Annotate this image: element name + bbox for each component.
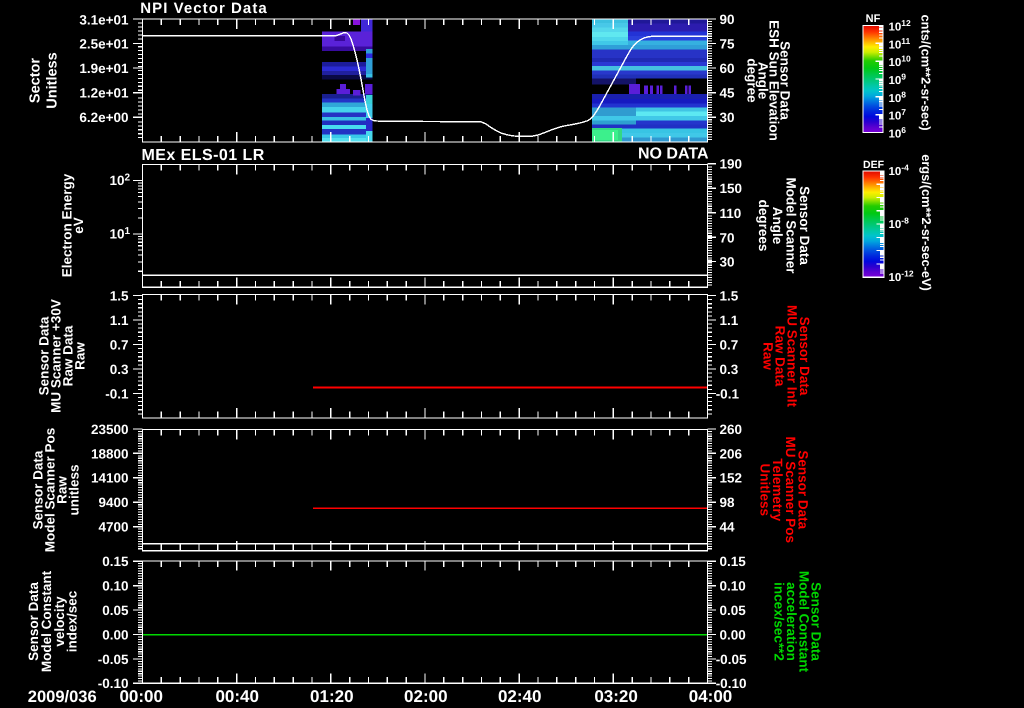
svg-text:Sensor Data: Sensor Data (778, 41, 793, 120)
svg-text:0.7: 0.7 (720, 337, 739, 352)
svg-text:3.1e+01: 3.1e+01 (79, 12, 129, 27)
svg-text:1.1: 1.1 (110, 313, 129, 328)
svg-text:18800: 18800 (91, 446, 129, 461)
svg-text:Unitless: Unitless (45, 52, 61, 108)
svg-text:1.5: 1.5 (110, 289, 129, 304)
svg-text:152: 152 (720, 471, 743, 486)
svg-text:0.10: 0.10 (102, 579, 128, 594)
svg-text:Sensor Data: Sensor Data (36, 316, 51, 395)
svg-text:2.5e+01: 2.5e+01 (79, 37, 129, 52)
svg-text:cnts/(cm**2-sr-sec): cnts/(cm**2-sr-sec) (918, 15, 933, 131)
svg-text:14100: 14100 (91, 471, 129, 486)
svg-text:01:20: 01:20 (310, 687, 353, 706)
svg-text:-0.10: -0.10 (98, 676, 129, 691)
svg-text:eV: eV (71, 217, 86, 234)
svg-text:MEx ELS-01 LR: MEx ELS-01 LR (142, 147, 265, 164)
svg-text:index/sec: index/sec (65, 590, 80, 652)
svg-text:Raw: Raw (72, 342, 87, 370)
svg-text:ESH Sun Elevation: ESH Sun Elevation (767, 20, 782, 141)
svg-text:Raw: Raw (54, 476, 69, 504)
svg-text:260: 260 (720, 422, 743, 437)
svg-text:98: 98 (720, 495, 736, 510)
svg-text:Sensor Data: Sensor Data (796, 450, 811, 529)
svg-text:75: 75 (720, 37, 736, 52)
svg-text:206: 206 (720, 446, 743, 461)
svg-text:Angle: Angle (756, 62, 771, 100)
svg-text:Model Scanner Pos: Model Scanner Pos (42, 428, 57, 553)
svg-text:1.2e+01: 1.2e+01 (79, 86, 129, 101)
svg-text:degree: degree (745, 58, 760, 103)
svg-text:23500: 23500 (91, 422, 129, 437)
svg-text:incex/sec**2: incex/sec**2 (772, 582, 787, 661)
svg-text:2009/036: 2009/036 (28, 688, 97, 706)
svg-text:4700: 4700 (98, 520, 128, 535)
svg-text:0.15: 0.15 (720, 554, 747, 569)
svg-text:0.15: 0.15 (102, 554, 129, 569)
svg-text:Telemetry: Telemetry (770, 458, 785, 521)
svg-text:190: 190 (720, 157, 743, 172)
svg-text:unitless: unitless (66, 464, 81, 515)
svg-text:Model Constant: Model Constant (39, 570, 54, 672)
svg-text:Angle: Angle (770, 207, 785, 245)
svg-text:MU Scanner InIt: MU Scanner InIt (785, 305, 800, 408)
svg-text:1.9e+01: 1.9e+01 (79, 61, 129, 76)
svg-text:Sensor Data: Sensor Data (30, 450, 45, 529)
svg-text:00:40: 00:40 (215, 687, 258, 706)
svg-text:ergs/(cm**2-sr-sec-eV): ergs/(cm**2-sr-sec-eV) (919, 154, 934, 291)
svg-text:0.05: 0.05 (102, 603, 129, 618)
svg-text:NO DATA: NO DATA (638, 146, 709, 163)
svg-text:Model Scanner: Model Scanner (784, 177, 799, 274)
svg-text:44: 44 (720, 520, 736, 535)
svg-text:-0.1: -0.1 (716, 386, 740, 401)
svg-text:0.00: 0.00 (102, 628, 128, 643)
svg-text:NF: NF (866, 13, 881, 25)
svg-text:90: 90 (720, 12, 735, 27)
svg-text:MU Scanner Pos: MU Scanner Pos (783, 437, 798, 544)
svg-text:acceleration: acceleration (784, 582, 799, 661)
svg-text:0.05: 0.05 (720, 603, 747, 618)
svg-text:1.5: 1.5 (720, 289, 739, 304)
svg-text:60: 60 (720, 61, 735, 76)
svg-text:9400: 9400 (98, 495, 128, 510)
svg-text:velocity: velocity (52, 596, 67, 647)
svg-text:degrees: degrees (756, 200, 771, 252)
svg-text:-0.05: -0.05 (98, 652, 129, 667)
svg-text:0.7: 0.7 (110, 337, 129, 352)
svg-text:Model Constant: Model Constant (796, 571, 811, 673)
svg-text:MU Scanner +30V: MU Scanner +30V (48, 299, 63, 413)
svg-text:DEF: DEF (863, 159, 885, 171)
svg-text:1.1: 1.1 (720, 313, 739, 328)
svg-text:02:00: 02:00 (404, 687, 447, 706)
svg-text:45: 45 (720, 86, 736, 101)
svg-text:Sensor Data: Sensor Data (797, 186, 812, 265)
svg-text:0.10: 0.10 (720, 579, 746, 594)
svg-text:30: 30 (720, 110, 735, 125)
svg-text:0.3: 0.3 (720, 362, 739, 377)
svg-text:0.3: 0.3 (110, 362, 129, 377)
svg-text:30: 30 (720, 255, 735, 270)
svg-text:00:00: 00:00 (119, 687, 162, 706)
svg-text:03:20: 03:20 (594, 687, 637, 706)
svg-text:-0.10: -0.10 (716, 676, 747, 691)
svg-text:04:00: 04:00 (689, 687, 732, 706)
svg-text:0.00: 0.00 (720, 628, 746, 643)
svg-text:Sensor Data: Sensor Data (797, 317, 812, 396)
svg-text:NPI Vector Data: NPI Vector Data (140, 0, 267, 17)
svg-text:Electron Energy: Electron Energy (59, 173, 74, 277)
svg-text:Raw Data: Raw Data (60, 325, 75, 386)
svg-text:-0.05: -0.05 (716, 652, 747, 667)
svg-text:-0.1: -0.1 (105, 386, 129, 401)
svg-text:Sector: Sector (28, 58, 44, 103)
svg-text:110: 110 (720, 206, 742, 221)
svg-text:Sensor Data: Sensor Data (809, 582, 824, 661)
svg-text:70: 70 (720, 230, 735, 245)
svg-text:02:40: 02:40 (498, 687, 541, 706)
svg-text:Sensor Data: Sensor Data (26, 582, 41, 661)
svg-text:Unitless: Unitless (758, 464, 773, 517)
svg-text:Raw Data: Raw Data (773, 326, 788, 387)
svg-text:150: 150 (720, 181, 743, 196)
svg-text:Raw: Raw (761, 342, 776, 370)
svg-text:6.2e+00: 6.2e+00 (79, 110, 128, 125)
